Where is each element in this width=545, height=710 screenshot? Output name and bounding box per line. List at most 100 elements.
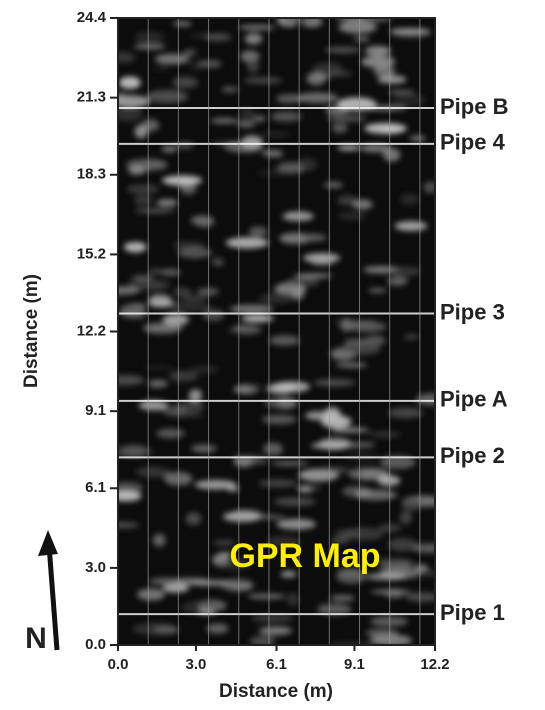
texture-blob [237, 120, 256, 128]
texture-blob [306, 484, 321, 492]
texture-blob [316, 466, 349, 474]
texture-blob [243, 77, 283, 84]
texture-blob [118, 445, 153, 458]
texture-blob [221, 86, 239, 93]
texture-blob [339, 343, 381, 356]
north-arrow [46, 544, 60, 651]
texture-blob [135, 466, 170, 478]
texture-blob [266, 383, 296, 395]
texture-blob [188, 389, 202, 403]
texture-blob [206, 623, 229, 634]
texture-blob [167, 301, 212, 312]
texture-blob [118, 482, 144, 494]
texture-blob [262, 414, 297, 425]
texture-blob [364, 122, 408, 134]
y-tick-label: 15.2 [77, 245, 106, 262]
texture-blob [269, 335, 301, 346]
texture-blob [338, 20, 377, 34]
texture-blob [409, 135, 426, 142]
texture-blob [250, 614, 294, 622]
survey-lines [147, 18, 421, 645]
texture-blob [190, 579, 233, 586]
texture-blob [400, 193, 420, 205]
texture-blob [253, 115, 266, 122]
texture-blob [168, 370, 198, 382]
y-tick-label: 0.0 [85, 636, 106, 653]
texture-blob [244, 33, 263, 45]
texture-blob [330, 595, 355, 601]
texture-blob [118, 107, 143, 122]
texture-blob [142, 322, 183, 334]
texture-blob [323, 407, 341, 421]
texture-blob [281, 18, 310, 24]
texture-blob [240, 50, 260, 63]
texture-blob [118, 52, 136, 63]
x-tick-label: 3.0 [186, 656, 207, 673]
texture-blob [334, 529, 360, 537]
texture-blob [414, 564, 429, 572]
texture-blob [183, 50, 197, 55]
texture-blob [368, 288, 387, 293]
texture-blob [190, 444, 217, 453]
texture-blob [298, 233, 327, 242]
texture-blob [177, 247, 213, 259]
texture-blob [215, 558, 251, 570]
texture-blob [137, 588, 166, 601]
texture-blob [392, 93, 427, 107]
texture-blob [323, 181, 343, 188]
texture-blob [306, 71, 326, 86]
texture-blob [410, 570, 435, 577]
texture-blob [128, 167, 146, 175]
texture-blob [196, 287, 219, 296]
texture-blob [361, 55, 396, 68]
x-tick-label: 0.0 [108, 656, 129, 673]
texture-blob [159, 268, 182, 277]
texture-blob [148, 267, 162, 275]
texture-blob [270, 111, 302, 122]
texture-blob [179, 182, 197, 195]
pipe-label: Pipe 1 [440, 600, 505, 625]
texture-blob [118, 95, 150, 108]
texture-blob [313, 379, 356, 387]
texture-blob [134, 31, 165, 43]
texture-blob [368, 430, 401, 438]
north-arrowhead [38, 530, 58, 556]
texture-blob [185, 512, 202, 526]
texture-blob [118, 374, 145, 386]
texture-blob [161, 145, 178, 153]
texture-blob [330, 538, 350, 543]
texture-blob [318, 437, 352, 450]
y-tick-label: 6.1 [85, 479, 106, 496]
texture-blob [247, 593, 286, 599]
y-tick-label: 21.3 [77, 89, 106, 106]
texture-blob [211, 258, 225, 267]
texture-blob [330, 427, 370, 433]
texture-blob [266, 535, 302, 548]
texture-blob [354, 36, 370, 42]
y-tick-label: 18.3 [77, 166, 106, 183]
texture-blob [390, 266, 422, 276]
texture-blob [377, 75, 407, 84]
texture-blob [387, 276, 408, 286]
texture-blob [258, 479, 298, 488]
texture-blob [380, 559, 415, 569]
texture-blob [303, 253, 341, 263]
texture-blob [229, 304, 274, 314]
texture-blob [190, 365, 219, 374]
texture-blob [276, 518, 316, 530]
texture-blob [141, 119, 160, 132]
pipe-label: Pipe A [440, 387, 508, 412]
x-tick-label: 12.2 [420, 656, 449, 673]
pipe-label: Pipe B [440, 94, 508, 119]
texture-blob [370, 616, 408, 627]
x-tick-label: 6.1 [266, 656, 287, 673]
texture-blob [248, 384, 261, 393]
texture-blob [256, 169, 292, 176]
texture-blob [198, 59, 222, 69]
texture-blob [263, 442, 283, 456]
texture-blob [394, 221, 428, 232]
map-title: GPR Map [229, 537, 380, 575]
x-tick-label: 9.1 [344, 656, 365, 673]
